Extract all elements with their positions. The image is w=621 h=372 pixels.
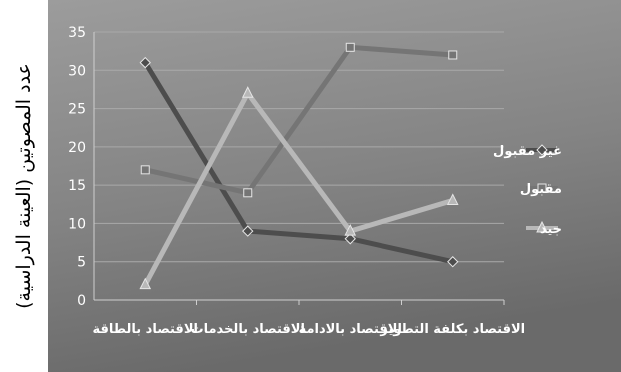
diamond-marker bbox=[344, 233, 356, 245]
y-tick-label: 15 bbox=[68, 178, 86, 194]
y-tick-label: 20 bbox=[68, 140, 86, 156]
legend-label: جيد bbox=[540, 222, 562, 237]
square-marker bbox=[140, 165, 150, 175]
legend-item: غير مقبول bbox=[493, 144, 562, 159]
square-marker bbox=[448, 50, 458, 60]
x-tick-label: الاقتصاد بالخدمات bbox=[191, 322, 305, 337]
triangle-marker bbox=[139, 277, 152, 290]
y-tick-label: 0 bbox=[77, 293, 86, 309]
diamond-marker bbox=[139, 56, 151, 69]
triangle-marker bbox=[344, 223, 357, 236]
legend-label: مقبول bbox=[520, 182, 562, 197]
series-line bbox=[142, 90, 456, 288]
square-marker bbox=[537, 183, 547, 193]
triangle-marker bbox=[446, 193, 459, 205]
x-tick-label: الاقتصاد بكلفة التطوير bbox=[379, 322, 525, 337]
y-tick-label: 5 bbox=[77, 255, 86, 271]
triangle-marker bbox=[241, 86, 254, 98]
series-3 bbox=[139, 86, 459, 290]
y-axis-label-area: عدد المصوتين (العينة الدراسية) bbox=[0, 0, 48, 372]
legend-label: غير مقبول bbox=[493, 144, 562, 159]
series-1 bbox=[139, 56, 459, 268]
diamond-marker bbox=[242, 225, 254, 237]
diamond-marker bbox=[536, 144, 548, 156]
y-axis-label: عدد المصوتين (العينة الدراسية) bbox=[13, 63, 35, 309]
series-line bbox=[142, 44, 456, 196]
series-2 bbox=[140, 42, 458, 198]
legend-item: مقبول bbox=[520, 182, 562, 197]
y-tick-label: 35 bbox=[68, 25, 86, 41]
y-tick-label: 30 bbox=[68, 63, 86, 79]
diamond-marker bbox=[447, 256, 459, 268]
square-marker bbox=[345, 42, 355, 52]
triangle-marker bbox=[536, 220, 548, 233]
series-line bbox=[142, 60, 456, 265]
legend-item: جيد bbox=[526, 220, 562, 237]
square-marker bbox=[243, 188, 253, 198]
x-tick-label: الاقتصاد بالطاقة bbox=[93, 322, 198, 337]
y-tick-label: 25 bbox=[68, 102, 86, 118]
y-tick-label: 10 bbox=[68, 216, 86, 232]
x-tick-label: الاقتصاد بالادامة bbox=[299, 322, 402, 337]
